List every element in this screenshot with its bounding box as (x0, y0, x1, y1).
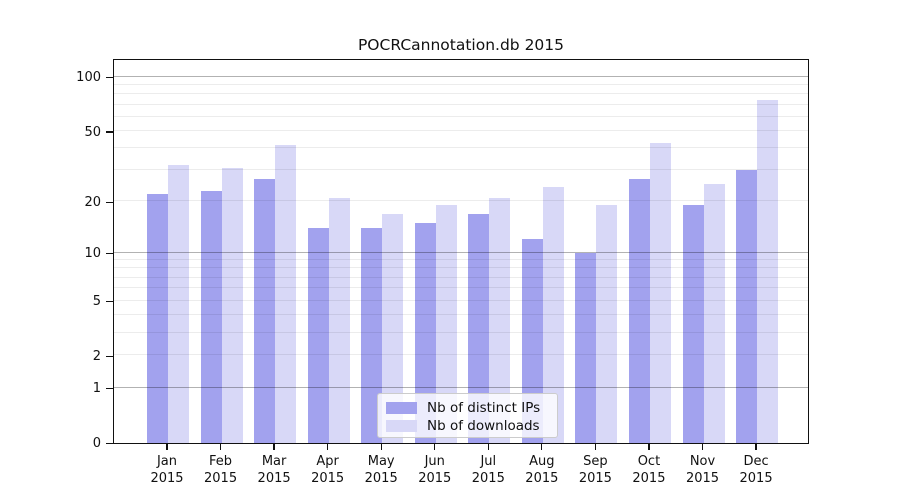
x-tick-mark (273, 443, 275, 450)
gridline-minor (114, 331, 808, 333)
gridline-minor (114, 130, 808, 131)
x-tick-mark (326, 443, 329, 450)
legend-row-downloads: Nb of downloads (386, 417, 549, 435)
gridline-minor (114, 93, 808, 95)
y-tick-label: 0 (92, 436, 101, 451)
bar-ips-feb (200, 190, 222, 443)
y-tick-mark (106, 355, 113, 358)
bar-ips-dec (736, 170, 758, 443)
x-tick-label-jan: Jan 2015 (150, 453, 184, 486)
x-tick-label-aug: Aug 2015 (525, 453, 559, 486)
bar-ips-sep (575, 252, 597, 443)
legend-label-downloads: Nb of downloads (427, 418, 540, 434)
gridline-minor (114, 259, 808, 261)
bar-downloads-sep (596, 205, 618, 443)
x-tick-label-oct: Oct 2015 (632, 453, 666, 486)
gridline-minor (114, 169, 808, 171)
bar-ips-may (361, 227, 383, 443)
x-tick-label-sep: Sep 2015 (578, 453, 612, 486)
x-tick-label-feb: Feb 2015 (204, 453, 238, 486)
bar-ips-jan (147, 194, 168, 443)
bar-downloads-aug (542, 187, 564, 443)
bar-downloads-mar (275, 144, 297, 443)
gridline-minor (114, 267, 808, 269)
y-tick-mark (106, 252, 113, 255)
gridline-minor (114, 103, 808, 105)
y-tick-label: 1 (92, 381, 101, 397)
x-tick-label-jun: Jun 2015 (418, 453, 452, 486)
legend: Nb of distinct IPs Nb of downloads (377, 393, 558, 438)
plot-area: Nb of distinct IPs Nb of downloads (113, 59, 809, 444)
x-tick-mark (594, 443, 597, 450)
y-tick-mark (106, 131, 113, 133)
x-tick-mark (380, 443, 382, 450)
y-tick-mark (106, 201, 113, 203)
y-tick-mark (106, 300, 113, 303)
gridline-minor (114, 115, 808, 117)
legend-row-distinct-ips: Nb of distinct IPs (386, 399, 549, 417)
gridline-minor (114, 147, 808, 149)
y-tick-label: 5 (92, 294, 101, 309)
x-tick-mark (701, 443, 704, 450)
bar-ips-apr (307, 227, 329, 443)
bar-downloads-jan (168, 165, 189, 443)
gridline-minor (114, 299, 808, 301)
bar-downloads-nov (703, 184, 725, 443)
bar-ips-aug (521, 239, 543, 443)
bar-ips-nov (682, 205, 704, 443)
bar-downloads-jul (489, 197, 511, 443)
bar-ips-oct (628, 178, 650, 443)
bar-downloads-apr (328, 197, 350, 443)
y-tick-mark (106, 77, 113, 79)
y-tick-label: 50 (84, 124, 101, 140)
y-tick-label: 2 (92, 348, 101, 364)
chart-title: POCRCannotation.db 2015 (357, 36, 565, 54)
bar-downloads-oct (649, 142, 671, 443)
y-tick-mark (106, 387, 113, 390)
x-tick-mark (487, 443, 489, 450)
bar-downloads-may (382, 213, 404, 443)
y-tick-label: 10 (84, 246, 101, 261)
x-tick-label-mar: Mar 2015 (257, 453, 291, 486)
bar-downloads-jun (435, 205, 457, 443)
legend-label-distinct-ips: Nb of distinct IPs (427, 400, 541, 416)
bar-ips-jun (414, 222, 436, 443)
gridline-major (114, 75, 808, 77)
legend-swatch-downloads (386, 420, 417, 432)
y-tick-mark (106, 442, 113, 445)
x-tick-mark (166, 443, 168, 450)
y-tick-label: 100 (76, 70, 101, 86)
gridline-major (114, 386, 808, 388)
x-tick-label-nov: Nov 2015 (685, 453, 720, 486)
bar-downloads-feb (221, 167, 243, 443)
x-tick-mark (434, 443, 436, 450)
gridline-minor (114, 287, 808, 289)
x-tick-mark (755, 443, 757, 450)
gridline-minor (114, 84, 808, 86)
x-tick-mark (648, 443, 650, 450)
gridline-major (114, 251, 808, 253)
x-tick-label-may: May 2015 (364, 453, 398, 486)
x-tick-mark (219, 443, 222, 450)
gridline-minor (114, 200, 808, 202)
x-tick-label-jul: Jul 2015 (471, 453, 505, 486)
bar-downloads-dec (757, 100, 779, 443)
x-tick-mark (541, 443, 543, 450)
y-tick-label: 20 (84, 194, 101, 210)
gridline-minor (114, 276, 808, 278)
legend-swatch-distinct-ips (386, 402, 417, 414)
gridline-minor (114, 354, 808, 356)
gridline-minor (114, 314, 808, 315)
bar-ips-mar (254, 178, 276, 443)
x-tick-label-dec: Dec 2015 (739, 453, 773, 486)
x-tick-label-apr: Apr 2015 (311, 453, 345, 486)
bar-ips-jul (468, 213, 490, 443)
